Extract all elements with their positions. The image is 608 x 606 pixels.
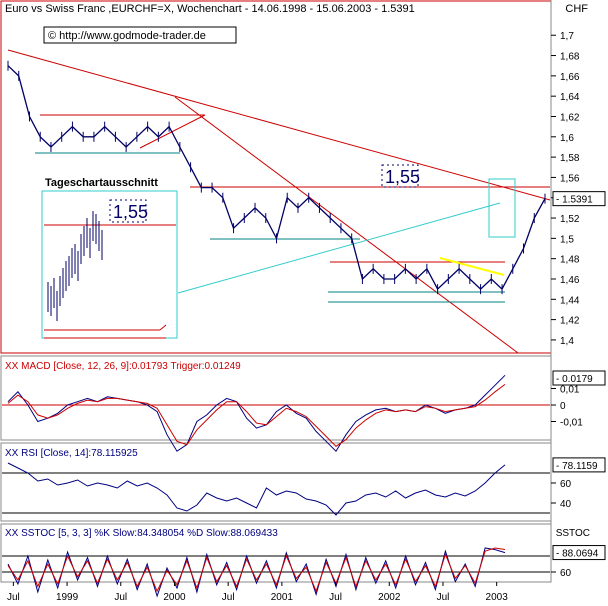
url-box bbox=[43, 26, 237, 44]
price-tick-label: 1,66 bbox=[560, 72, 580, 83]
indicator-last-label: - 78.1159 bbox=[556, 461, 598, 472]
x-tick-label: 1999 bbox=[56, 592, 79, 603]
x-tick-label: Jul bbox=[329, 592, 342, 603]
target-label-inset: 1,55 bbox=[109, 199, 148, 223]
indicator-tick-label: -0,01 bbox=[560, 418, 583, 429]
macd-panel-frame bbox=[0, 355, 552, 441]
rsi-axis: 60 40 - 78.1159 bbox=[551, 457, 606, 510]
price-trendlines bbox=[7, 49, 551, 354]
indicator-last-box bbox=[552, 370, 606, 386]
svg-text:1,55: 1,55 bbox=[385, 167, 420, 187]
rsi-title: XX RSI [Close, 14]:78.115925 bbox=[5, 448, 138, 459]
last-price-label: - 1.5391 bbox=[556, 195, 593, 206]
svg-text:1,55: 1,55 bbox=[113, 202, 148, 222]
x-tick-label: Jul bbox=[437, 592, 450, 603]
indicator-last-box bbox=[552, 457, 606, 473]
indicator-last-box bbox=[552, 545, 606, 561]
indicator-tick-label: 60 bbox=[560, 568, 572, 579]
steep-downtrend-line bbox=[174, 96, 519, 354]
indicator-tick-label: 0,01 bbox=[560, 385, 580, 396]
x-tick-label: Jul bbox=[222, 592, 235, 603]
price-tick-label: 1,62 bbox=[560, 112, 580, 123]
x-tick-label: Jul bbox=[7, 592, 20, 603]
price-tick-label: 1,42 bbox=[560, 316, 580, 327]
price-tick-label: 1,56 bbox=[560, 173, 580, 184]
inset-support-tick bbox=[159, 324, 167, 331]
indicator-last-label: - 88.0694 bbox=[556, 549, 599, 560]
sstoc-axis: 60 - 88.0694 bbox=[551, 545, 606, 579]
indicator-line bbox=[7, 383, 506, 447]
chart-title: Euro vs Swiss Franc ,EURCHF=X, Wochencha… bbox=[5, 3, 415, 15]
x-axis: Jul 1999 Jul 2000 Jul 2001 Jul 2002 Jul 2003 bbox=[7, 582, 508, 603]
inset-title: Tageschartausschnitt bbox=[45, 177, 158, 189]
price-tick-label: 1,44 bbox=[560, 295, 580, 306]
yellow-trend-line bbox=[439, 257, 505, 276]
price-tick-label: 1,5 bbox=[560, 234, 574, 245]
indicator-line bbox=[7, 374, 506, 453]
price-tick-label: 1,58 bbox=[560, 153, 580, 164]
inset-price-bars bbox=[47, 211, 103, 321]
price-tick-label: 1,46 bbox=[560, 275, 580, 286]
price-axis: 1,71,681,661,641,621,61,581,561,541,521,… bbox=[551, 31, 606, 347]
daily-inset-box bbox=[41, 190, 178, 339]
x-tick-label: 2001 bbox=[271, 592, 294, 603]
price-tick-label: 1,48 bbox=[560, 255, 580, 266]
rsi-series bbox=[2, 462, 550, 516]
triangle-diagonal bbox=[139, 114, 206, 149]
target-label-main: 1,55 bbox=[381, 164, 420, 188]
price-tick-label: 1,52 bbox=[560, 214, 580, 225]
url-text[interactable]: © http://www.godmode-trader.de bbox=[48, 30, 206, 42]
price-tick-label: 1,7 bbox=[560, 31, 574, 42]
macd-title: XX MACD [Close, 12, 26, 9]:0.01793 Trigg… bbox=[5, 361, 241, 372]
macd-series bbox=[2, 374, 550, 453]
indicator-tick-label: 0 bbox=[560, 401, 566, 412]
macd-axis: 0,01 0 -0,01 - 0.0179 bbox=[551, 370, 606, 429]
sstoc-series bbox=[2, 547, 550, 598]
x-tick-label: 2002 bbox=[378, 592, 401, 603]
indicator-line bbox=[7, 462, 506, 516]
long-downtrend-line bbox=[7, 49, 551, 201]
indicator-last-label: - 0.0179 bbox=[556, 374, 593, 385]
sstoc-title: XX SSTOC [5, 3, 3] %K Slow:84.348054 %D … bbox=[5, 528, 278, 539]
currency-label: CHF bbox=[565, 3, 588, 15]
indicator-tick-label: 60 bbox=[560, 479, 572, 490]
indicator-line bbox=[7, 547, 506, 593]
highlight-box bbox=[488, 178, 516, 238]
rsi-panel-frame bbox=[0, 442, 552, 522]
x-tick-label: 2000 bbox=[163, 592, 186, 603]
x-tick-label: 2003 bbox=[486, 592, 509, 603]
cyan-trend-line bbox=[177, 202, 501, 294]
price-tick-label: 1,64 bbox=[560, 92, 580, 103]
sstoc-label: SSTOC bbox=[556, 528, 590, 539]
x-tick-label: Jul bbox=[114, 592, 127, 603]
last-price-box bbox=[552, 191, 606, 207]
price-tick-label: 1,6 bbox=[560, 133, 574, 144]
price-tick-label: 1,4 bbox=[560, 336, 574, 347]
indicator-tick-label: 40 bbox=[560, 499, 572, 510]
price-tick-label: 1,68 bbox=[560, 52, 580, 63]
price-series bbox=[7, 60, 546, 295]
